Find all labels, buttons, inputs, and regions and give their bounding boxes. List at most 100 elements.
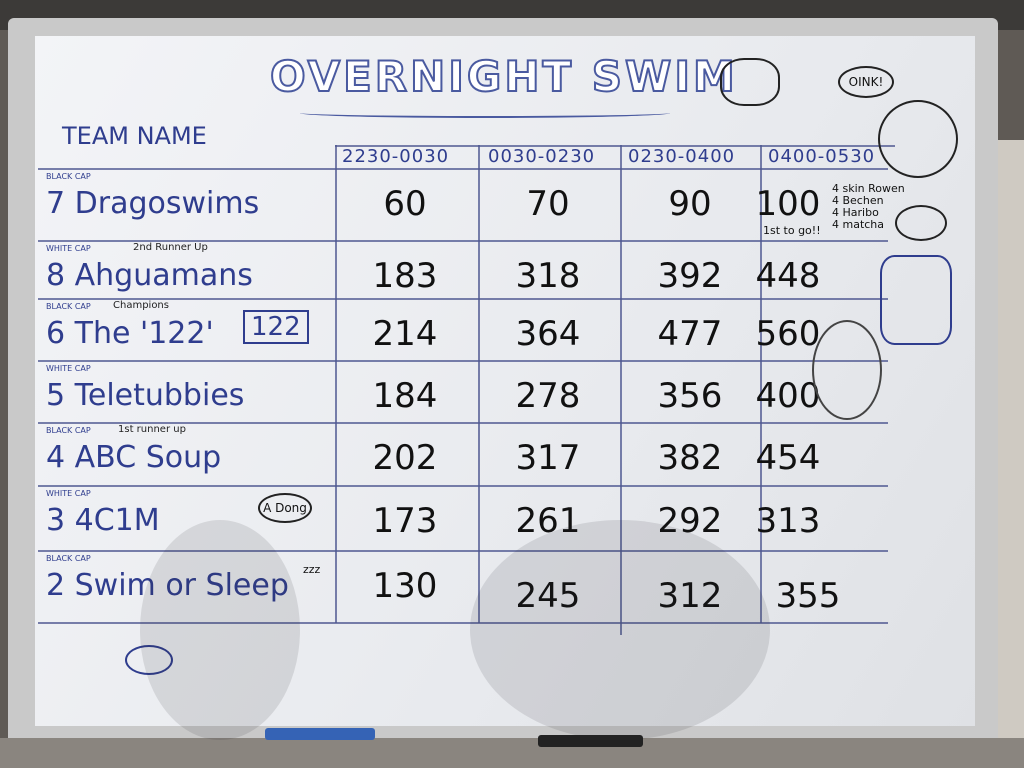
team-number: 6 xyxy=(46,316,66,351)
grid-line xyxy=(38,622,888,624)
team-label: The '122' xyxy=(74,316,214,351)
grid-line xyxy=(38,298,888,300)
team-name: 5 Teletubbies xyxy=(46,378,244,413)
score: 261 xyxy=(515,501,581,541)
team-name: 6 The '122' xyxy=(46,316,214,351)
team-number: 5 xyxy=(46,378,66,413)
oink-bubble: OINK! xyxy=(838,66,894,98)
award-label: 1st runner up xyxy=(118,424,186,435)
score: 313 xyxy=(755,501,821,541)
grid-line xyxy=(38,550,888,552)
cap-label: WHITE CAP xyxy=(46,244,91,253)
grid-line xyxy=(38,360,888,362)
zzz-note: zzz xyxy=(303,563,321,576)
time-slot-header: 2230-0030 xyxy=(342,146,450,167)
team-number: 7 xyxy=(46,186,66,221)
score: 318 xyxy=(515,256,581,296)
team-label: Swim or Sleep xyxy=(74,568,289,603)
score: 356 xyxy=(657,376,723,416)
blue-marker xyxy=(265,728,375,740)
team-label: Ahguamans xyxy=(74,258,253,293)
score: 392 xyxy=(657,256,723,296)
speech-bubble: A Dong xyxy=(258,493,312,523)
team-number: 4 xyxy=(46,440,66,475)
cap-label: WHITE CAP xyxy=(46,364,91,373)
pig-doodle xyxy=(878,100,958,178)
grid-line xyxy=(760,145,762,623)
team-number: 8 xyxy=(46,258,66,293)
score: 400 xyxy=(755,376,821,416)
king-doodle xyxy=(880,255,952,345)
grid-line xyxy=(38,168,888,170)
score: 560 xyxy=(755,314,821,354)
score: 90 xyxy=(668,184,712,224)
prize-item: 4 Bechen xyxy=(832,194,884,207)
score: 245 xyxy=(515,576,581,616)
black-marker xyxy=(538,735,643,747)
team-label: ABC Soup xyxy=(74,440,222,475)
donut-doodle xyxy=(895,205,947,241)
score: 312 xyxy=(657,576,723,616)
score: 184 xyxy=(372,376,438,416)
team-number: 2 xyxy=(46,568,66,603)
grid-line xyxy=(335,145,895,147)
grid-line xyxy=(335,145,337,623)
team-number: 3 xyxy=(46,503,66,538)
score: 448 xyxy=(755,256,821,296)
team-name-header: TEAM NAME xyxy=(62,122,207,150)
score: 214 xyxy=(372,314,438,354)
first-to-go-note: 1st to go!! xyxy=(763,224,821,237)
cap-label: BLACK CAP xyxy=(46,302,91,311)
title-underline xyxy=(300,108,670,118)
team-name: 7 Dragoswims xyxy=(46,186,259,221)
score: 100 xyxy=(755,184,821,224)
score: 278 xyxy=(515,376,581,416)
team-label: Teletubbies xyxy=(74,378,245,413)
board-title: OVERNIGHT SWIM xyxy=(269,51,738,102)
shadow xyxy=(470,520,770,740)
award-label: 2nd Runner Up xyxy=(133,242,208,253)
score: 454 xyxy=(755,438,821,478)
cap-label: BLACK CAP xyxy=(46,172,91,181)
score: 60 xyxy=(383,184,427,224)
grid-line xyxy=(38,422,888,424)
score: 317 xyxy=(515,438,581,478)
award-label: Champions xyxy=(113,300,169,311)
doodle-122: 122 xyxy=(243,310,309,344)
score: 355 xyxy=(775,576,841,616)
team-label: 4C1M xyxy=(74,503,160,538)
score: 130 xyxy=(372,566,438,606)
prize-item: 4 Haribo xyxy=(832,206,879,219)
score: 183 xyxy=(372,256,438,296)
team-name: 4 ABC Soup xyxy=(46,440,221,475)
score: 477 xyxy=(657,314,723,354)
team-name: 3 4C1M xyxy=(46,503,160,538)
team-name: 8 Ahguamans xyxy=(46,258,253,293)
grid-line xyxy=(620,145,622,635)
cap-label: BLACK CAP xyxy=(46,554,91,563)
cap-label: WHITE CAP xyxy=(46,489,91,498)
score: 202 xyxy=(372,438,438,478)
team-label: Dragoswims xyxy=(74,186,260,221)
score: 364 xyxy=(515,314,581,354)
poop-doodle xyxy=(125,645,173,675)
grid-line xyxy=(38,240,888,242)
face-doodle xyxy=(720,58,780,106)
prize-note: 4 skin Rowen 4 Bechen 4 Haribo 4 matcha xyxy=(832,183,905,231)
grid-line xyxy=(38,485,888,487)
patrick-doodle xyxy=(812,320,882,420)
cap-label: BLACK CAP xyxy=(46,426,91,435)
shadow xyxy=(140,520,300,740)
floor xyxy=(0,738,1024,768)
prize-item: 4 matcha xyxy=(832,218,885,231)
score: 382 xyxy=(657,438,723,478)
score: 292 xyxy=(657,501,723,541)
time-slot-header: 0030-0230 xyxy=(488,146,596,167)
score: 70 xyxy=(526,184,570,224)
score: 173 xyxy=(372,501,438,541)
prize-item: 4 skin Rowen xyxy=(832,182,905,195)
grid-line xyxy=(478,145,480,623)
time-slot-header: 0400-0530 xyxy=(768,146,876,167)
team-name: 2 Swim or Sleep xyxy=(46,568,289,603)
time-slot-header: 0230-0400 xyxy=(628,146,736,167)
